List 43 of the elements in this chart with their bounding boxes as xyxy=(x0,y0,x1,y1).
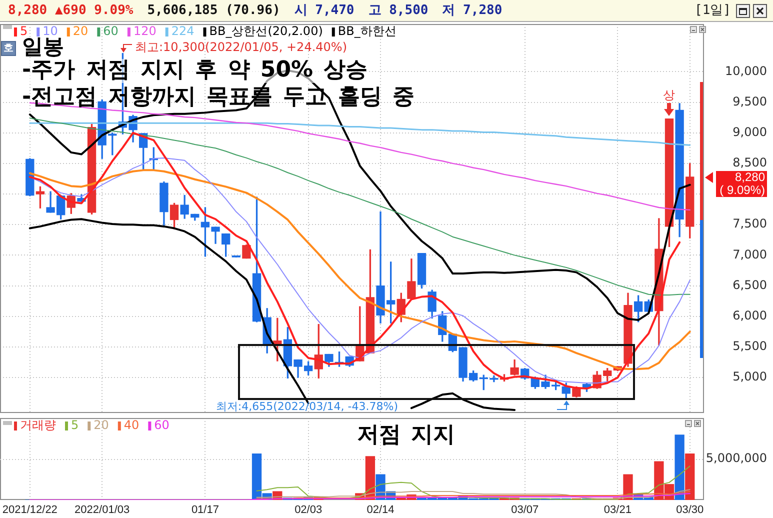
text: 고 8,500 xyxy=(368,3,428,18)
annotation: 최고:10,300(2022/01/05, +24.40%) xyxy=(135,40,347,54)
x-tick-label: 02/03 xyxy=(294,504,322,516)
text: 5,606,185 (70.96) xyxy=(147,3,280,18)
legend-label: 5 xyxy=(71,418,79,432)
legend-label: 20 xyxy=(72,24,88,38)
x-tick-label: 02/14 xyxy=(366,504,394,516)
legend-label: BB_하한선 xyxy=(338,24,396,38)
y-tick-label: 10,000 xyxy=(725,64,767,78)
text: [1일] xyxy=(694,3,731,18)
text: 5,000,000 xyxy=(706,451,767,466)
y-tick-label: 5,500 xyxy=(732,339,767,354)
y-tick-label: 7,500 xyxy=(732,216,767,231)
x-tick-label: 01/17 xyxy=(191,504,219,516)
x-tick-label: 03/21 xyxy=(604,504,632,516)
text: 시 7,470 xyxy=(294,3,354,18)
annotation: 상 xyxy=(663,88,675,102)
x-tick-label: 2021/12/22 xyxy=(2,504,58,516)
y-tick-label: 7,000 xyxy=(732,247,767,262)
legend-label: 224 xyxy=(171,24,194,38)
legend-label: 거래량 xyxy=(20,418,56,432)
legend-label: 60 xyxy=(103,24,118,38)
legend-label: 40 xyxy=(124,418,140,432)
annotation: 최저:4,655(2022/03/14, -43.78%) xyxy=(216,400,398,413)
y-tick-label: 9,500 xyxy=(732,94,767,108)
badge: 호 xyxy=(1,41,16,56)
price-tag: 8,280 ( 9.09%) xyxy=(716,171,767,197)
annotation: 저점 지지 xyxy=(357,422,455,448)
y-tick-label: 9,000 xyxy=(732,124,767,139)
x-tick-label: 2022/01/03 xyxy=(74,504,130,516)
legend-label: 120 xyxy=(133,24,156,38)
y-tick-label: 6,500 xyxy=(732,278,767,292)
y-tick-label: 5,000 xyxy=(732,370,767,384)
text: 저 7,280 xyxy=(442,3,502,18)
annotation: -주가 저점 지지 후 약 50% 상승 xyxy=(22,58,368,83)
x-tick-label: 03/07 xyxy=(511,504,539,516)
legend-label: BB_상한선(20,2.00) xyxy=(209,24,323,38)
legend-label: 60 xyxy=(154,418,170,432)
legend-label: 20 xyxy=(94,418,109,432)
x-tick-label: 03/30 xyxy=(676,504,704,516)
y-tick-label: 6,000 xyxy=(732,308,767,322)
y-tick-label: 8,500 xyxy=(732,156,767,170)
text: 8,280 ▲690 9.09% xyxy=(8,3,134,18)
